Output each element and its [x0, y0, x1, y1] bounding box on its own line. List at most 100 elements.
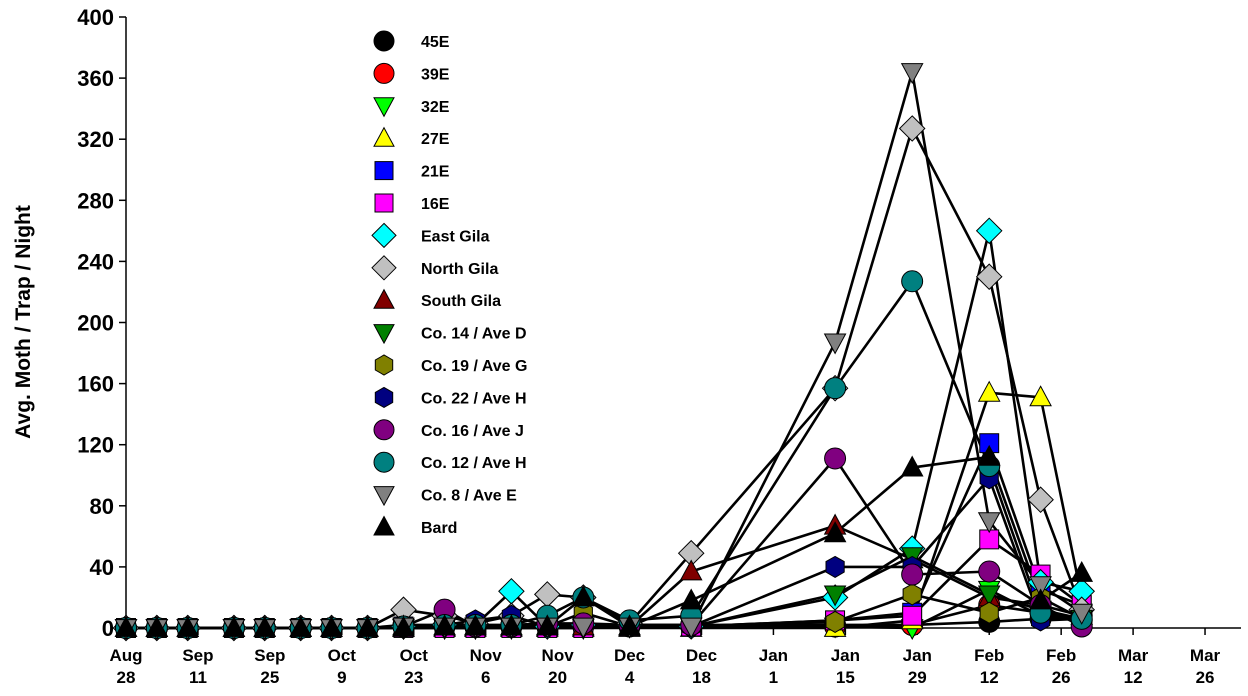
- x-tick-label-day: 11: [189, 668, 207, 687]
- x-tick-label-month: Dec: [614, 646, 645, 665]
- x-tick-label-month: Dec: [686, 646, 717, 665]
- data-point: [1029, 576, 1052, 598]
- x-tick-label-month: Mar: [1118, 646, 1149, 665]
- x-tick-label-month: Jan: [831, 646, 860, 665]
- data-point: [464, 614, 487, 636]
- data-point: [222, 615, 246, 637]
- data-point: [533, 581, 561, 608]
- data-point: [145, 615, 169, 637]
- x-tick-label-day: 15: [836, 668, 855, 687]
- data-point: [433, 614, 456, 636]
- data-point: [535, 614, 559, 636]
- data-point: [823, 333, 847, 355]
- legend-label: 27E: [421, 131, 450, 148]
- x-tick-label-day: 1: [769, 668, 778, 687]
- y-tick-label: 280: [77, 188, 114, 213]
- data-point: [1070, 603, 1094, 625]
- legend-label: Co. 19 / Ave G: [421, 358, 527, 375]
- y-tick-label: 80: [90, 494, 114, 519]
- legend-marker: [374, 354, 394, 376]
- x-tick-label-day: 9: [337, 668, 346, 687]
- data-point: [679, 588, 703, 610]
- legend: 45E 39E 32E 27E 21E 16E East Gila North Gila Sou…: [371, 30, 527, 537]
- legend-marker: [374, 161, 394, 181]
- y-tick-label: 120: [77, 433, 114, 458]
- legend-label: 39E: [421, 66, 450, 83]
- x-tick-label-day: 12: [980, 668, 999, 687]
- data-point: [114, 615, 138, 637]
- legend-marker: [374, 386, 394, 408]
- y-tick-label: 160: [77, 372, 114, 397]
- x-tick-label-month: Nov: [470, 646, 503, 665]
- data-point: [901, 563, 924, 586]
- legend-marker: [373, 486, 395, 507]
- legend-marker: [373, 97, 395, 118]
- data-point: [253, 615, 277, 637]
- data-point: [900, 455, 924, 477]
- data-point: [571, 585, 595, 607]
- data-point: [977, 380, 1001, 402]
- data-point: [823, 585, 847, 607]
- x-tick-label-month: Oct: [400, 646, 429, 665]
- legend-label: Co. 22 / Ave H: [421, 390, 527, 407]
- data-point: [825, 555, 845, 578]
- data-point: [289, 615, 313, 637]
- data-point: [902, 605, 923, 626]
- x-tick-label-day: 26: [1196, 668, 1215, 687]
- data-point: [392, 615, 415, 637]
- data-point: [977, 444, 1001, 466]
- x-tick-label-day: 26: [1052, 668, 1071, 687]
- data-point: [901, 270, 924, 293]
- x-tick-label-day: 20: [548, 668, 567, 687]
- y-tick-label: 40: [90, 555, 114, 580]
- y-tick-label: 320: [77, 127, 114, 152]
- x-tick-label-month: Feb: [974, 646, 1004, 665]
- legend-marker: [373, 515, 395, 536]
- data-point: [824, 377, 847, 400]
- axes: 04080120160200240280320360400Aug28Sep11S…: [77, 5, 1241, 687]
- legend-label: East Gila: [421, 228, 490, 245]
- x-tick-label-month: Jan: [759, 646, 788, 665]
- legend-marker: [373, 30, 395, 52]
- data-point: [1029, 385, 1052, 407]
- data-point: [1029, 588, 1052, 610]
- legend-label: Bard: [421, 520, 457, 537]
- x-tick-label-day: 4: [625, 668, 635, 687]
- data-point: [356, 615, 379, 637]
- y-tick-label: 360: [77, 66, 114, 91]
- legend-label: Co. 8 / Ave E: [421, 488, 517, 505]
- x-tick-label-day: 28: [117, 668, 136, 687]
- data-point: [679, 559, 703, 581]
- x-tick-label-month: Oct: [328, 646, 357, 665]
- data-point: [975, 263, 1003, 291]
- legend-label: 32E: [421, 99, 450, 116]
- data-point: [824, 447, 847, 470]
- x-tick-label-day: 29: [908, 668, 927, 687]
- data-point: [825, 610, 845, 633]
- legend-marker: [373, 451, 395, 473]
- data-point: [1027, 486, 1054, 514]
- data-point: [977, 512, 1001, 534]
- legend-label: Co. 16 / Ave J: [421, 423, 524, 440]
- y-tick-label: 240: [77, 249, 114, 274]
- data-point: [320, 615, 343, 637]
- data-point: [1070, 560, 1094, 582]
- y-tick-label: 200: [77, 311, 114, 336]
- data-point: [571, 617, 595, 639]
- y-tick-label: 0: [102, 616, 114, 641]
- series-line: [126, 280, 1082, 630]
- legend-label: South Gila: [421, 293, 501, 310]
- legend-marker: [374, 193, 394, 213]
- x-tick-label-month: Sep: [182, 646, 213, 665]
- x-tick-label-month: Aug: [109, 646, 142, 665]
- x-tick-label-month: Jan: [903, 646, 932, 665]
- data-point: [975, 217, 1003, 245]
- data-point: [900, 63, 924, 85]
- x-tick-label-day: 25: [260, 668, 279, 687]
- data-point: [500, 614, 523, 636]
- legend-label: 21E: [421, 164, 450, 181]
- x-tick-label-month: Nov: [542, 646, 575, 665]
- data-point: [979, 601, 999, 624]
- y-tick-label: 400: [77, 5, 114, 30]
- legend-marker: [373, 288, 395, 309]
